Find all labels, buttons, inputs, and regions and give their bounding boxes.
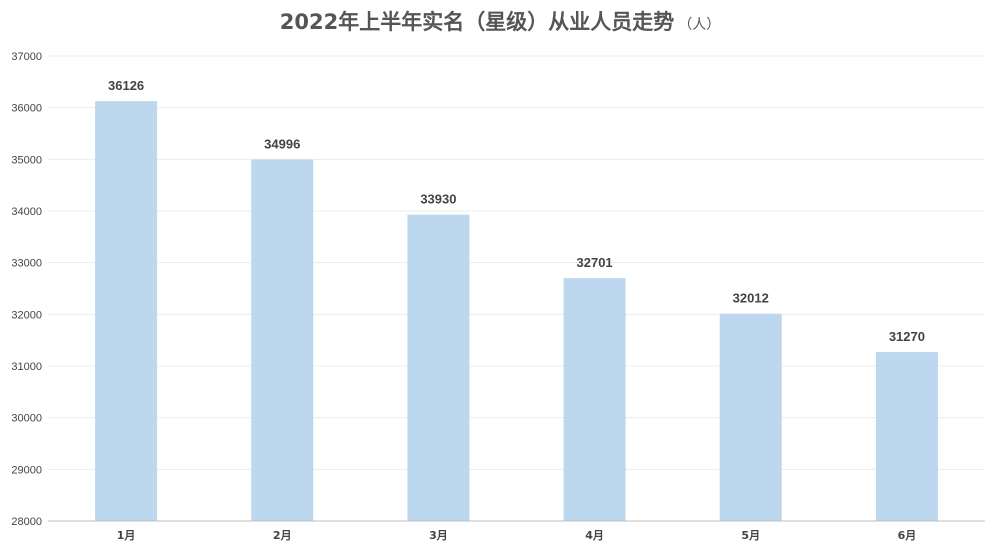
data-label: 32701 xyxy=(577,255,613,270)
data-label: 34996 xyxy=(264,137,300,152)
bar xyxy=(719,313,782,521)
chart-title-text: 2022年上半年实名（星级）从业人员走势 xyxy=(279,10,675,34)
gridlines xyxy=(48,55,985,470)
bar xyxy=(407,214,470,521)
chart-title: 2022年上半年实名（星级）从业人员走势 （人） xyxy=(0,8,1000,39)
y-tick-label: 32000 xyxy=(11,309,42,321)
chart-unit: （人） xyxy=(678,17,721,33)
bar xyxy=(251,159,314,522)
y-tick-label: 35000 xyxy=(11,154,42,166)
data-label: 32012 xyxy=(733,291,769,306)
x-tick-label: 4月 xyxy=(585,529,604,542)
x-tick-label: 6月 xyxy=(898,529,917,542)
bars xyxy=(95,101,938,522)
data-label: 33930 xyxy=(420,192,456,207)
data-label: 36126 xyxy=(108,78,144,93)
x-tick-label: 1月 xyxy=(117,529,136,542)
y-axis-ticks: 28000 29000 30000 31000 32000 33000 34000 35000… xyxy=(11,51,42,528)
bar xyxy=(875,352,938,521)
y-tick-label: 29000 xyxy=(11,464,42,476)
y-tick-label: 36000 xyxy=(11,103,42,115)
data-labels: 36126 34996 33930 32701 32012 31270 xyxy=(108,78,925,344)
y-tick-label: 30000 xyxy=(11,413,42,425)
bar xyxy=(563,278,626,521)
y-tick-label: 37000 xyxy=(11,51,42,63)
x-tick-label: 2月 xyxy=(273,529,292,542)
data-label: 31270 xyxy=(889,329,925,344)
x-axis-ticks: 1月 2月 3月 4月 5月 6月 xyxy=(117,529,916,542)
y-tick-label: 31000 xyxy=(11,361,42,373)
y-tick-label: 28000 xyxy=(11,516,42,528)
y-tick-label: 34000 xyxy=(11,206,42,218)
x-tick-label: 5月 xyxy=(741,529,760,542)
y-tick-label: 33000 xyxy=(11,258,42,270)
x-tick-label: 3月 xyxy=(429,529,448,542)
bar xyxy=(95,101,158,521)
